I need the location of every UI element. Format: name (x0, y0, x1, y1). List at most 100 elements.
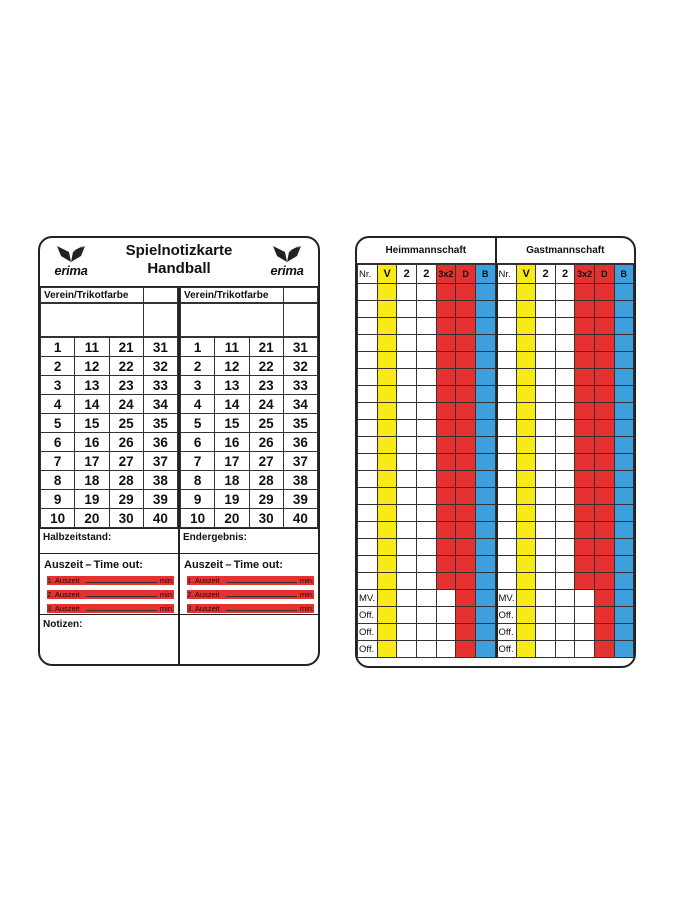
entry-cell[interactable] (474, 589, 496, 607)
entry-cell[interactable] (396, 317, 417, 335)
entry-cell[interactable] (474, 283, 496, 301)
entry-cell[interactable] (496, 334, 517, 352)
entry-cell[interactable] (376, 623, 398, 641)
entry-cell[interactable] (554, 538, 576, 556)
entry-cell[interactable] (554, 453, 576, 471)
entry-cell[interactable] (376, 402, 398, 420)
entry-cell[interactable] (574, 453, 596, 471)
entry-cell[interactable] (357, 436, 378, 454)
entry-cell[interactable] (455, 368, 476, 386)
player-number[interactable]: 13 (214, 375, 250, 395)
entry-cell[interactable] (435, 334, 457, 352)
player-number[interactable]: 15 (214, 413, 250, 433)
player-number[interactable]: 38 (282, 470, 318, 490)
entry-cell[interactable] (535, 368, 556, 386)
notes-section[interactable]: Notizen: (40, 614, 318, 634)
entry-cell[interactable] (416, 402, 437, 420)
entry-cell[interactable] (357, 385, 378, 403)
entry-cell[interactable] (435, 283, 457, 301)
entry-cell[interactable] (613, 504, 634, 522)
entry-cell[interactable] (594, 623, 615, 641)
player-number[interactable]: 12 (74, 356, 110, 376)
player-number[interactable]: 22 (108, 356, 144, 376)
entry-cell[interactable] (613, 521, 634, 539)
entry-cell[interactable] (357, 351, 378, 369)
player-number[interactable]: 29 (248, 489, 284, 509)
entry-cell[interactable] (455, 436, 476, 454)
entry-cell[interactable] (574, 589, 596, 607)
player-number[interactable]: 16 (74, 432, 110, 452)
entry-cell[interactable] (455, 640, 476, 658)
entry-cell[interactable] (613, 453, 634, 471)
player-number[interactable]: 1 (179, 337, 216, 357)
entry-cell[interactable] (496, 283, 517, 301)
entry-cell[interactable] (594, 589, 615, 607)
entry-cell[interactable] (574, 555, 596, 573)
entry-cell[interactable] (594, 300, 615, 318)
player-number[interactable]: 21 (108, 337, 144, 357)
entry-cell[interactable] (416, 419, 437, 437)
entry-cell[interactable] (435, 368, 457, 386)
entry-cell[interactable] (535, 555, 556, 573)
player-number[interactable]: 14 (74, 394, 110, 414)
entry-cell[interactable] (574, 572, 596, 590)
entry-cell[interactable] (594, 487, 615, 505)
entry-cell[interactable] (554, 368, 576, 386)
entry-cell[interactable] (613, 334, 634, 352)
entry-cell[interactable] (574, 436, 596, 454)
entry-cell[interactable] (496, 470, 517, 488)
player-number[interactable]: 4 (40, 394, 76, 414)
entry-cell[interactable] (515, 487, 537, 505)
player-number[interactable]: 25 (248, 413, 284, 433)
entry-cell[interactable] (435, 504, 457, 522)
entry-cell[interactable] (594, 317, 615, 335)
entry-cell[interactable] (574, 351, 596, 369)
color-field[interactable] (142, 303, 179, 337)
entry-cell[interactable] (396, 487, 417, 505)
player-number[interactable]: 6 (179, 432, 216, 452)
player-number[interactable]: 14 (214, 394, 250, 414)
entry-cell[interactable] (574, 538, 596, 556)
entry-cell[interactable] (455, 504, 476, 522)
entry-cell[interactable] (574, 317, 596, 335)
player-number[interactable]: 2 (179, 356, 216, 376)
entry-cell[interactable] (535, 589, 556, 607)
player-number[interactable]: 9 (40, 489, 76, 509)
entry-cell[interactable] (455, 470, 476, 488)
player-number[interactable]: 11 (214, 337, 250, 357)
entry-cell[interactable] (515, 368, 537, 386)
entry-cell[interactable] (396, 572, 417, 590)
timeout-line[interactable] (225, 596, 297, 597)
entry-cell[interactable] (535, 623, 556, 641)
player-number[interactable]: 31 (282, 337, 318, 357)
entry-cell[interactable] (574, 487, 596, 505)
entry-cell[interactable] (455, 300, 476, 318)
player-number[interactable]: 17 (214, 451, 250, 471)
player-number[interactable]: 21 (248, 337, 284, 357)
entry-cell[interactable] (594, 436, 615, 454)
player-number[interactable]: 22 (248, 356, 284, 376)
entry-cell[interactable] (435, 640, 457, 658)
entry-cell[interactable] (416, 504, 437, 522)
entry-cell[interactable] (376, 572, 398, 590)
entry-cell[interactable] (455, 538, 476, 556)
player-number[interactable]: 34 (282, 394, 318, 414)
player-number[interactable]: 40 (282, 508, 318, 528)
entry-cell[interactable] (535, 572, 556, 590)
entry-cell[interactable] (515, 504, 537, 522)
entry-cell[interactable] (535, 351, 556, 369)
entry-cell[interactable] (496, 300, 517, 318)
entry-cell[interactable] (435, 538, 457, 556)
entry-cell[interactable] (554, 623, 576, 641)
entry-cell[interactable] (613, 436, 634, 454)
entry-cell[interactable] (535, 283, 556, 301)
player-number[interactable]: 23 (248, 375, 284, 395)
entry-cell[interactable] (574, 402, 596, 420)
player-number[interactable]: 35 (142, 413, 179, 433)
entry-cell[interactable] (535, 504, 556, 522)
player-number[interactable]: 1 (40, 337, 76, 357)
timeout-row[interactable]: 2. Auszeit min. (47, 590, 174, 599)
player-number[interactable]: 30 (108, 508, 144, 528)
entry-cell[interactable] (416, 436, 437, 454)
player-number[interactable]: 26 (248, 432, 284, 452)
